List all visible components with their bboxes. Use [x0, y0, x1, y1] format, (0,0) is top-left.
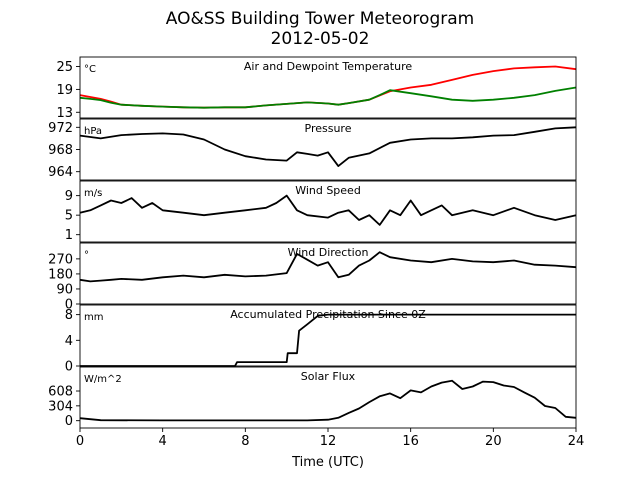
y-tick-label: 19	[56, 83, 73, 98]
panel-unit-label: hPa	[84, 126, 102, 137]
x-tick-label: 4	[159, 434, 167, 449]
x-tick-label: 20	[485, 434, 502, 449]
series-line-wind_speed-line	[79, 194, 577, 226]
panel-unit-label: m/s	[84, 188, 102, 199]
y-tick-label: 0	[65, 298, 73, 313]
y-tick-label: 304	[48, 399, 73, 414]
chart-title: AO&SS Building Tower Meteorogram	[166, 9, 474, 29]
y-tick-label: 90	[56, 282, 73, 297]
x-tick-label: 12	[320, 434, 337, 449]
x-axis-label: Time (UTC)	[291, 455, 364, 470]
y-tick-label: 0	[65, 414, 73, 429]
panel-unit-label: mm	[84, 312, 103, 323]
panel-frame	[79, 56, 577, 119]
panel-unit-label: W/m^2	[84, 374, 122, 385]
series-line-precip-line	[80, 313, 576, 367]
panel-title: Air and Dewpoint Temperature	[244, 60, 412, 73]
panel-title: Pressure	[305, 122, 352, 135]
panel-unit-label: °C	[84, 64, 96, 75]
panel-pressure: 964 968 972 hPa Pressure	[48, 118, 577, 181]
x-tick-label: 16	[402, 434, 419, 449]
y-tick-label: 972	[48, 121, 73, 136]
panel-frame	[79, 304, 577, 367]
panel-unit-label: °	[84, 250, 89, 261]
x-tick-label: 0	[76, 434, 84, 449]
panel-wind_speed: 1 5 9 m/s Wind Speed	[65, 180, 577, 243]
y-tick-label: 608	[48, 385, 73, 400]
y-tick-label: 968	[48, 143, 73, 158]
panel-title: Wind Speed	[295, 184, 361, 197]
series-line-wind_dir-line	[79, 251, 577, 283]
y-tick-label: 1	[65, 228, 73, 243]
y-tick-label: 9	[65, 189, 73, 204]
y-tick-label: 4	[65, 334, 73, 349]
x-tick-label: 24	[568, 434, 585, 449]
y-tick-label: 25	[56, 60, 73, 75]
panel-title: Solar Flux	[301, 370, 356, 383]
chart-subtitle: 2012-05-02	[271, 29, 370, 49]
y-tick-label: 0	[65, 360, 73, 375]
y-tick-label: 180	[48, 267, 73, 282]
panel-title: Accumulated Precipitation Since 0Z	[230, 308, 426, 321]
x-axis: 0 4 8 12 16 20 24	[76, 428, 584, 449]
x-tick-label: 8	[241, 434, 249, 449]
y-tick-label: 270	[48, 252, 73, 267]
y-tick-label: 8	[65, 308, 73, 323]
panel-title: Wind Direction	[288, 246, 369, 259]
series-line-pressure-line	[79, 126, 577, 167]
panel-precip: 0 4 8 mm Accumulated Precipitation Since 0Z	[65, 304, 577, 375]
y-tick-label: 964	[48, 165, 73, 180]
series-line-temp-dewpoint	[79, 86, 577, 109]
y-tick-label: 13	[56, 106, 73, 121]
panel-frame	[79, 180, 577, 243]
y-tick-label: 5	[65, 209, 73, 224]
panel-temp: 13 19 25 °C Air and Dewpoint Temperature	[56, 56, 577, 121]
series-line-solar-line	[79, 379, 577, 422]
